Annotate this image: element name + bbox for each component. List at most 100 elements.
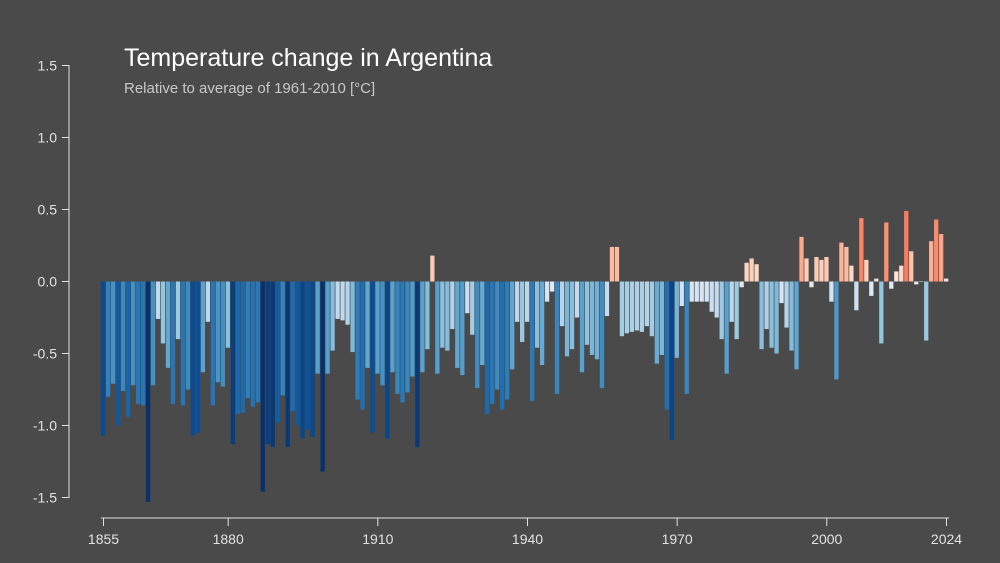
bar-1866	[155, 281, 161, 319]
bar-1993	[789, 281, 794, 351]
bar-1957	[609, 246, 615, 282]
bar-1949	[569, 281, 575, 350]
bar-1875	[200, 281, 206, 373]
bar-2020	[924, 281, 929, 341]
bar-1937	[510, 281, 515, 370]
bar-1988	[764, 281, 769, 330]
bar-1977	[709, 281, 714, 312]
bar-1925	[450, 281, 455, 330]
bar-1955	[599, 281, 605, 389]
bar-1861	[130, 281, 136, 386]
bar-1982	[734, 281, 739, 340]
x-tick-label: 2000	[811, 531, 842, 547]
bar-1898	[315, 281, 320, 374]
bar-1907	[360, 281, 365, 410]
bar-1966	[654, 281, 659, 364]
bar-1981	[729, 281, 734, 322]
y-tick-label: -0.5	[33, 346, 57, 362]
bar-2006	[854, 281, 859, 311]
bar-1874	[195, 281, 201, 433]
bar-1926	[455, 281, 460, 368]
bar-1943	[539, 281, 545, 366]
bar-1867	[160, 281, 166, 344]
bar-1934	[495, 281, 500, 390]
bar-2023	[939, 233, 944, 282]
bar-1971	[679, 281, 684, 306]
bar-1856	[105, 281, 111, 397]
x-tick-label: 1880	[213, 531, 244, 547]
bar-1992	[784, 281, 789, 328]
bar-1899	[320, 281, 325, 472]
bar-1980	[724, 281, 729, 374]
bar-1865	[150, 281, 156, 386]
y-tick-label: 1.5	[38, 58, 58, 74]
bar-1954	[594, 281, 600, 360]
bar-1928	[465, 281, 470, 314]
bar-1904	[345, 281, 350, 325]
bar-1917	[410, 281, 415, 377]
bar-1936	[505, 281, 510, 400]
bar-1945	[549, 281, 555, 292]
bar-1970	[674, 281, 679, 358]
x-tick-label: 2024	[931, 531, 962, 547]
bar-1930	[475, 281, 480, 389]
bar-1911	[380, 281, 385, 386]
bar-1903	[340, 281, 345, 321]
bar-1923	[440, 281, 445, 348]
bar-1900	[325, 281, 330, 374]
bar-1868	[165, 281, 171, 368]
bar-1909	[370, 281, 375, 433]
bar-1972	[684, 281, 689, 394]
bar-1984	[744, 262, 749, 282]
bar-1948	[564, 281, 570, 357]
bar-1919	[420, 281, 425, 373]
bar-2003	[839, 242, 844, 282]
bar-1987	[759, 281, 764, 350]
bar-2005	[849, 265, 854, 282]
bar-1940	[525, 281, 530, 322]
bar-2012	[884, 222, 889, 282]
bar-1872	[185, 281, 191, 390]
bar-1983	[739, 281, 744, 288]
bar-1969	[669, 281, 674, 440]
y-tick-label: -1.0	[33, 418, 57, 434]
bar-1855	[101, 281, 106, 436]
bar-1994	[794, 281, 799, 370]
bar-2017	[909, 251, 914, 282]
bar-1891	[280, 281, 285, 396]
x-tick-label: 1855	[88, 531, 119, 547]
bar-1869	[170, 281, 176, 404]
bar-1946	[554, 281, 560, 394]
bar-1885	[250, 281, 255, 407]
bar-1961	[629, 281, 635, 332]
y-tick-label: 0.0	[38, 274, 58, 290]
bar-2013	[889, 281, 894, 289]
bar-1944	[544, 281, 550, 302]
bar-1883	[240, 281, 245, 413]
bar-1975	[699, 281, 704, 302]
bar-1958	[614, 246, 620, 282]
bar-1886	[255, 281, 260, 403]
bar-1968	[664, 281, 669, 410]
bar-1952	[584, 281, 590, 345]
bar-1880	[225, 281, 230, 348]
bar-1974	[694, 281, 699, 302]
bar-2018	[914, 281, 919, 285]
bar-1913	[390, 281, 395, 373]
bar-2021	[929, 241, 934, 282]
bar-1920	[425, 281, 430, 350]
bar-2000	[824, 257, 829, 282]
bar-1879	[220, 281, 226, 387]
bar-2004	[844, 246, 849, 282]
bar-2010	[874, 278, 879, 282]
y-tick-label: 1.0	[38, 130, 58, 146]
bar-1991	[779, 281, 784, 304]
bar-1965	[649, 281, 654, 337]
bar-1863	[140, 281, 146, 406]
y-tick-label: 0.5	[38, 202, 58, 218]
bar-1910	[375, 281, 380, 374]
chart-subtitle: Relative to average of 1961-2010 [°C]	[124, 80, 375, 97]
bar-1989	[769, 281, 774, 348]
bar-2007	[859, 218, 864, 282]
